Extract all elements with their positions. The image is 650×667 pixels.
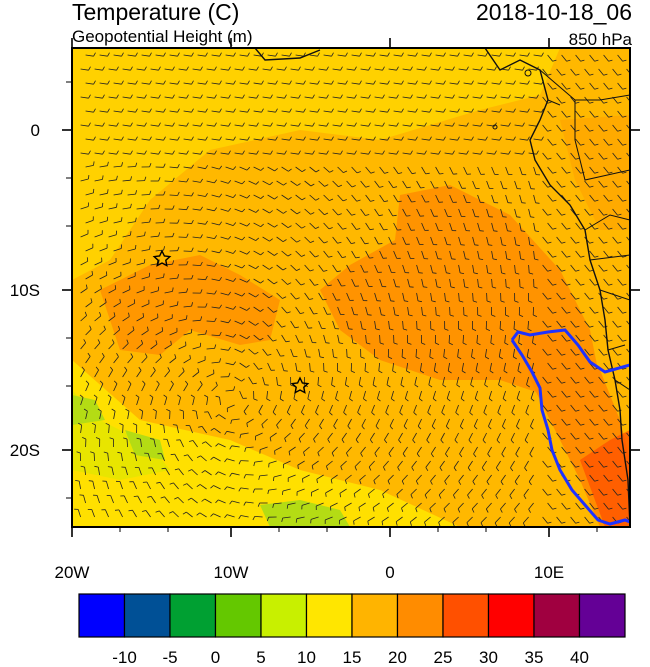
colorbar-swatch: [396, 593, 444, 638]
lon-tick-label: 20W: [55, 563, 90, 582]
axis-ticks: [62, 38, 640, 537]
height-contour: [510, 328, 630, 526]
colorbar-label: 35: [525, 648, 544, 667]
colorbar-swatch: [123, 593, 171, 638]
country-borders: [539, 69, 630, 391]
map-subtitle: Geopotential Height (m): [72, 27, 253, 46]
wind-barbs: [74, 52, 630, 527]
field-yellow-north: [72, 48, 560, 280]
colorbar-swatch: [351, 593, 399, 638]
colorbar-label: 0: [211, 648, 220, 667]
lon-tick-label: 10E: [534, 563, 564, 582]
temperature-field: [72, 48, 630, 527]
colorbar-label: -5: [162, 648, 177, 667]
lat-tick-label: 0: [31, 121, 40, 140]
colorbar-label: 10: [297, 648, 316, 667]
coastline: [254, 48, 630, 527]
pressure-level: 850 hPa: [568, 30, 632, 49]
colorbar-swatch: [260, 593, 308, 638]
colorbar-swatch: [533, 593, 581, 638]
star-marker: [290, 376, 310, 394]
colorbar-label: 25: [434, 648, 453, 667]
colorbar-label: 15: [343, 648, 362, 667]
colorbar-swatch: [487, 593, 535, 638]
colorbar-label: 5: [256, 648, 265, 667]
lon-tick-label: 0: [385, 563, 394, 582]
colorbar-swatch: [578, 593, 626, 638]
colorbar-swatch: [442, 593, 490, 638]
colorbar-label: 30: [479, 648, 498, 667]
colorbar-swatch: [78, 593, 126, 638]
field-lime-patch: [125, 430, 165, 460]
colorbar-label: 20: [388, 648, 407, 667]
colorbar-swatch: [214, 593, 262, 638]
colorbar-label: -10: [112, 648, 137, 667]
lat-tick-label: 10S: [10, 281, 40, 300]
lon-tick-label: 10W: [214, 563, 249, 582]
map-title: Temperature (C): [72, 0, 240, 25]
colorbar-swatch: [169, 593, 217, 638]
colorbar: -10 -5 0 5 10 15 20 25 30 35 40: [78, 593, 626, 667]
colorbar-swatch: [305, 593, 353, 638]
colorbar-label: 40: [570, 648, 589, 667]
star-marker: [152, 249, 172, 267]
field-hot-coast: [580, 430, 630, 527]
plot-frame: [71, 47, 631, 528]
valid-time: 2018-10-18_06: [475, 0, 632, 25]
lat-tick-label: 20S: [10, 441, 40, 460]
field-yellow-south: [72, 360, 460, 527]
